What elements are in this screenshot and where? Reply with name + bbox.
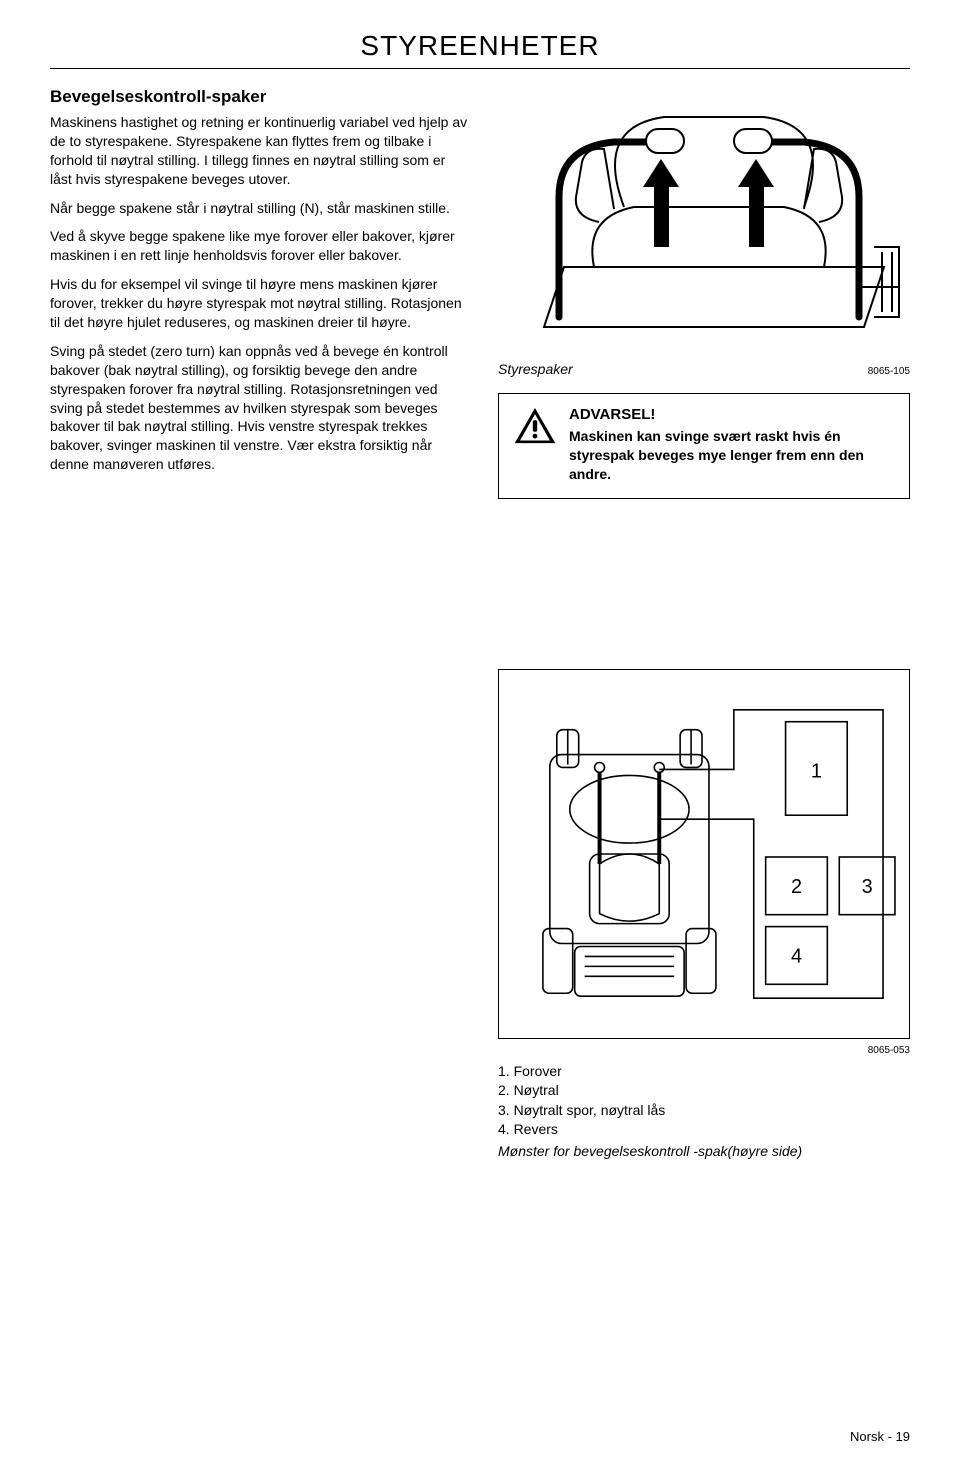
page-footer: Norsk - 19 — [850, 1429, 910, 1444]
warning-title: ADVARSEL! — [569, 406, 895, 423]
paragraph: Hvis du for eksempel vil svinge til høyr… — [50, 275, 470, 332]
figure1-code: 8065-105 — [868, 366, 910, 377]
figure1-caption-row: Styrespaker 8065-105 — [498, 361, 910, 377]
legend-item: 1. Forover — [498, 1062, 910, 1082]
body-text: Maskinens hastighet og retning er kontin… — [50, 113, 470, 474]
warning-text: ADVARSEL! Maskinen kan svinge svært rask… — [569, 406, 895, 484]
pattern-label-4: 4 — [791, 945, 802, 967]
paragraph: Sving på stedet (zero turn) kan oppnås v… — [50, 342, 470, 474]
warning-box: ADVARSEL! Maskinen kan svinge svært rask… — [498, 393, 910, 499]
figure1-caption: Styrespaker — [498, 361, 573, 377]
pattern-label-2: 2 — [791, 875, 802, 897]
right-column: Styrespaker 8065-105 ADVARSEL! Maskinen … — [498, 87, 910, 1162]
warning-icon — [513, 406, 557, 446]
pattern-label-3: 3 — [862, 875, 873, 897]
lever-pattern-illustration: 1 2 3 4 — [499, 670, 909, 1038]
legend-caption: Mønster for bevegelseskontroll -spak(høy… — [498, 1142, 910, 1162]
figure-pattern-box: 1 2 3 4 — [498, 669, 910, 1039]
two-column-layout: Bevegelseskontroll-spaker Maskinens hast… — [50, 87, 910, 1162]
figure-seat-levers — [498, 87, 910, 357]
paragraph: Ved å skyve begge spakene like mye forov… — [50, 227, 470, 265]
figure2-legend: 1. Forover 2. Nøytral 3. Nøytralt spor, … — [498, 1062, 910, 1162]
pattern-label-1: 1 — [811, 760, 822, 782]
seat-levers-illustration — [498, 87, 910, 357]
left-column: Bevegelseskontroll-spaker Maskinens hast… — [50, 87, 470, 1162]
warning-body: Maskinen kan svinge svært raskt hvis én … — [569, 427, 895, 484]
paragraph: Maskinens hastighet og retning er kontin… — [50, 113, 470, 189]
legend-item: 3. Nøytralt spor, nøytral lås — [498, 1101, 910, 1121]
figure2-code: 8065-053 — [498, 1045, 910, 1056]
page-title: STYREENHETER — [50, 30, 910, 69]
legend-item: 4. Revers — [498, 1120, 910, 1140]
section-heading: Bevegelseskontroll-spaker — [50, 87, 470, 107]
legend-item: 2. Nøytral — [498, 1081, 910, 1101]
paragraph: Når begge spakene står i nøytral stillin… — [50, 199, 470, 218]
